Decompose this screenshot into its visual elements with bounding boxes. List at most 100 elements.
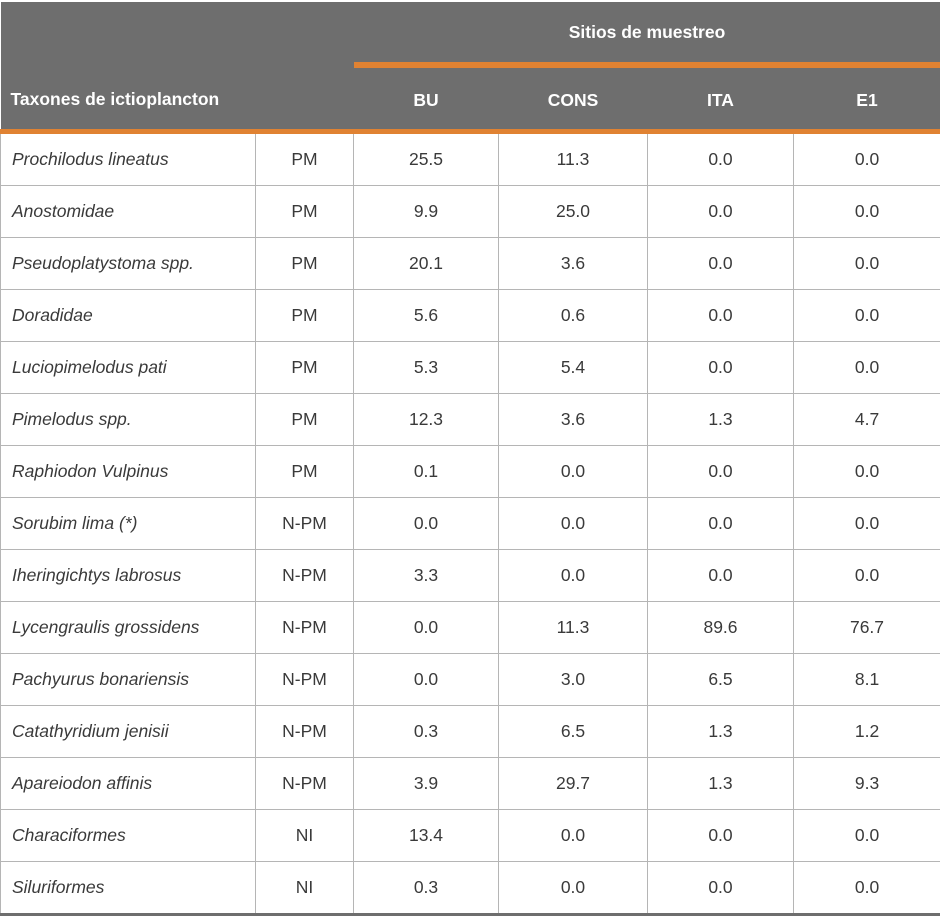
table-header: Sitios de muestreo Taxones de ictioplanc… <box>0 2 940 134</box>
value-cell: 5.6 <box>353 289 499 342</box>
table-row: Pseudoplatystoma spp. PM 20.1 3.6 0.0 0.0 <box>0 237 940 290</box>
column-header-ita: ITA <box>647 65 794 134</box>
value-cell: 9.3 <box>792 757 940 810</box>
taxon-cell: Raphiodon Vulpinus <box>0 445 256 498</box>
value-cell: 5.3 <box>353 341 499 394</box>
table-row: Raphiodon Vulpinus PM 0.1 0.0 0.0 0.0 <box>0 445 940 498</box>
value-cell: 0.0 <box>647 341 794 394</box>
value-cell: 6.5 <box>498 705 648 758</box>
column-header-bu: BU <box>353 65 499 134</box>
column-header-cons: CONS <box>498 65 648 134</box>
taxon-cell: Luciopimelodus pati <box>0 341 256 394</box>
table-row: Anostomidae PM 9.9 25.0 0.0 0.0 <box>0 185 940 238</box>
value-cell: 0.0 <box>498 809 648 862</box>
taxa-column-header: Taxones de ictioplancton <box>0 65 354 134</box>
value-cell: 29.7 <box>498 757 648 810</box>
category-cell: N-PM <box>255 653 354 706</box>
value-cell: 76.7 <box>792 601 940 654</box>
value-cell: 25.5 <box>353 131 499 186</box>
category-cell: PM <box>255 289 354 342</box>
table-row: Siluriformes NI 0.3 0.0 0.0 0.0 <box>0 861 940 916</box>
value-cell: 9.9 <box>353 185 499 238</box>
value-cell: 11.3 <box>498 131 648 186</box>
value-cell: 0.0 <box>647 131 794 186</box>
table-row: Iheringichtys labrosus N-PM 3.3 0.0 0.0 0.0 <box>0 549 940 602</box>
category-cell: N-PM <box>255 497 354 550</box>
value-cell: 0.0 <box>353 497 499 550</box>
taxon-cell: Characiformes <box>0 809 256 862</box>
value-cell: 0.3 <box>353 861 499 916</box>
value-cell: 1.3 <box>647 757 794 810</box>
category-cell: PM <box>255 341 354 394</box>
taxon-cell: Lycengraulis grossidens <box>0 601 256 654</box>
value-cell: 3.3 <box>353 549 499 602</box>
value-cell: 5.4 <box>498 341 648 394</box>
value-cell: 0.0 <box>792 185 940 238</box>
value-cell: 0.0 <box>353 601 499 654</box>
value-cell: 0.0 <box>647 549 794 602</box>
header-corner-spacer <box>0 2 354 65</box>
column-header-e1: E1 <box>793 65 940 134</box>
category-cell: N-PM <box>255 757 354 810</box>
value-cell: 13.4 <box>353 809 499 862</box>
column-header-row: Taxones de ictioplancton BU CONS ITA E1 <box>0 65 940 134</box>
value-cell: 0.0 <box>647 237 794 290</box>
value-cell: 0.0 <box>647 809 794 862</box>
value-cell: 0.0 <box>792 341 940 394</box>
value-cell: 1.2 <box>792 705 940 758</box>
value-cell: 0.0 <box>792 497 940 550</box>
value-cell: 1.3 <box>647 705 794 758</box>
table-row: Pimelodus spp. PM 12.3 3.6 1.3 4.7 <box>0 393 940 446</box>
group-header-row: Sitios de muestreo <box>0 2 940 68</box>
taxon-cell: Catathyridium jenisii <box>0 705 256 758</box>
table-body: Prochilodus lineatus PM 25.5 11.3 0.0 0.0 Anos… <box>0 131 940 916</box>
value-cell: 0.6 <box>498 289 648 342</box>
taxon-cell: Siluriformes <box>0 861 256 916</box>
value-cell: 3.6 <box>498 237 648 290</box>
value-cell: 0.0 <box>792 445 940 498</box>
category-cell: PM <box>255 393 354 446</box>
value-cell: 0.1 <box>353 445 499 498</box>
category-cell: PM <box>255 185 354 238</box>
category-cell: N-PM <box>255 549 354 602</box>
value-cell: 6.5 <box>647 653 794 706</box>
table-row: Doradidae PM 5.6 0.6 0.0 0.0 <box>0 289 940 342</box>
value-cell: 89.6 <box>647 601 794 654</box>
value-cell: 0.0 <box>792 549 940 602</box>
value-cell: 3.0 <box>498 653 648 706</box>
table-row: Pachyurus bonariensis N-PM 0.0 3.0 6.5 8.1 <box>0 653 940 706</box>
table-row: Apareiodon affinis N-PM 3.9 29.7 1.3 9.3 <box>0 757 940 810</box>
value-cell: 25.0 <box>498 185 648 238</box>
value-cell: 0.0 <box>792 131 940 186</box>
value-cell: 0.0 <box>353 653 499 706</box>
value-cell: 12.3 <box>353 393 499 446</box>
taxon-cell: Anostomidae <box>0 185 256 238</box>
value-cell: 0.0 <box>647 289 794 342</box>
taxon-cell: Doradidae <box>0 289 256 342</box>
value-cell: 0.0 <box>792 289 940 342</box>
value-cell: 1.3 <box>647 393 794 446</box>
value-cell: 0.0 <box>498 497 648 550</box>
table-row: Catathyridium jenisii N-PM 0.3 6.5 1.3 1.2 <box>0 705 940 758</box>
category-cell: PM <box>255 445 354 498</box>
value-cell: 0.0 <box>647 445 794 498</box>
category-cell: N-PM <box>255 705 354 758</box>
table-row: Luciopimelodus pati PM 5.3 5.4 0.0 0.0 <box>0 341 940 394</box>
taxon-cell: Iheringichtys labrosus <box>0 549 256 602</box>
value-cell: 0.0 <box>498 445 648 498</box>
table-row: Prochilodus lineatus PM 25.5 11.3 0.0 0.0 <box>0 131 940 186</box>
value-cell: 0.0 <box>792 237 940 290</box>
category-cell: N-PM <box>255 601 354 654</box>
value-cell: 0.0 <box>647 185 794 238</box>
value-cell: 3.6 <box>498 393 648 446</box>
value-cell: 0.0 <box>647 861 794 916</box>
value-cell: 11.3 <box>498 601 648 654</box>
taxon-cell: Sorubim lima (*) <box>0 497 256 550</box>
value-cell: 4.7 <box>792 393 940 446</box>
category-cell: PM <box>255 237 354 290</box>
category-cell: NI <box>255 861 354 916</box>
category-cell: PM <box>255 131 354 186</box>
category-cell: NI <box>255 809 354 862</box>
